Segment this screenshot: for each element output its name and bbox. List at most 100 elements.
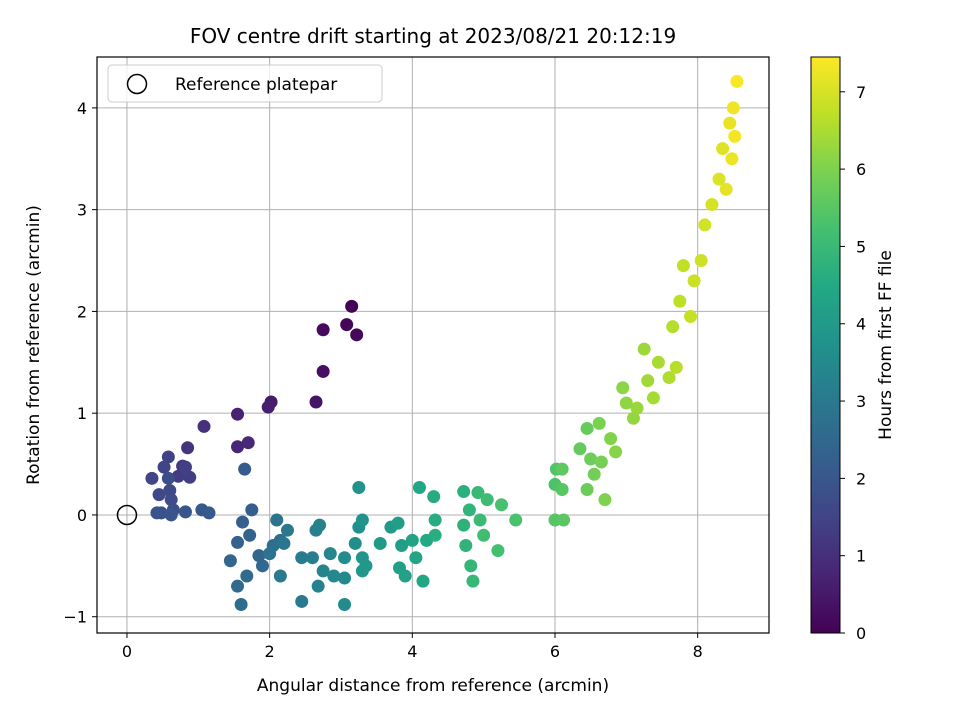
data-point	[197, 419, 211, 433]
data-point	[716, 142, 730, 156]
data-point	[646, 391, 660, 405]
data-point	[261, 400, 275, 414]
data-point	[592, 416, 606, 430]
y-tick-label: 0	[77, 506, 87, 525]
data-point	[231, 535, 245, 549]
data-point	[270, 513, 284, 527]
data-point	[345, 299, 359, 313]
data-point	[348, 536, 362, 550]
data-point	[311, 579, 325, 593]
colorbar: 0 1 2 3 4 5 6 7 Hours from first FF file	[810, 56, 896, 643]
y-tick-label: 3	[77, 201, 87, 220]
data-point	[352, 480, 366, 494]
data-point	[673, 294, 687, 308]
data-point	[355, 513, 369, 527]
data-point	[464, 559, 478, 573]
data-point	[234, 598, 248, 612]
data-point	[152, 488, 166, 502]
data-point	[557, 513, 571, 527]
data-point	[157, 460, 171, 474]
data-point	[616, 381, 630, 395]
x-axis-ticks: 0 2 4 6 8	[122, 633, 703, 661]
data-point	[145, 471, 159, 485]
data-point	[161, 450, 175, 464]
data-point	[555, 462, 569, 476]
data-point	[263, 547, 277, 561]
data-point	[231, 579, 245, 593]
data-point	[295, 594, 309, 608]
colorbar-tick-label: 1	[856, 547, 866, 566]
data-point	[256, 559, 270, 573]
data-point	[466, 574, 480, 588]
data-point	[240, 569, 254, 583]
data-point	[730, 74, 744, 88]
data-point	[280, 523, 294, 537]
data-point	[428, 513, 442, 527]
data-point	[428, 528, 442, 542]
data-point	[373, 536, 387, 550]
data-point	[723, 116, 737, 130]
data-point	[223, 554, 237, 568]
data-point	[684, 310, 698, 324]
data-point	[609, 445, 623, 459]
data-point	[626, 411, 640, 425]
legend-box	[107, 64, 383, 103]
colorbar-label: Hours from first FF file	[876, 250, 896, 440]
data-point	[473, 513, 487, 527]
data-point	[183, 470, 197, 484]
data-point	[477, 528, 491, 542]
data-point	[687, 274, 701, 288]
plot-frame	[96, 56, 770, 634]
data-point	[676, 259, 690, 273]
data-point	[316, 364, 330, 378]
data-point	[666, 320, 680, 334]
reference-platepar-marker	[116, 504, 138, 526]
data-point	[273, 569, 287, 583]
data-point	[598, 493, 612, 507]
data-point	[462, 503, 476, 517]
y-axis-ticks: −1 0 1 2 3 4	[63, 99, 97, 627]
colorbar-tick-label: 2	[856, 469, 866, 488]
colorbar-ticks: 0 1 2 3 4 5 6 7	[840, 83, 866, 643]
data-point	[164, 493, 178, 507]
x-tick-label: 8	[693, 642, 703, 661]
data-point	[712, 172, 726, 186]
data-point	[202, 506, 216, 520]
data-point	[340, 318, 354, 332]
data-point	[491, 544, 505, 558]
data-point	[245, 503, 259, 517]
data-point	[412, 480, 426, 494]
data-point	[338, 598, 352, 612]
data-point	[236, 515, 250, 529]
data-point	[698, 218, 712, 232]
data-point	[726, 101, 740, 115]
colorbar-gradient	[811, 57, 840, 633]
data-point	[161, 471, 175, 485]
data-point	[164, 508, 178, 522]
data-point	[231, 407, 245, 421]
data-point	[313, 518, 327, 532]
data-point	[316, 323, 330, 337]
data-point	[719, 182, 733, 196]
data-point	[480, 493, 494, 507]
colorbar-tick-label: 7	[856, 83, 866, 102]
data-point	[705, 198, 719, 212]
data-point	[555, 483, 569, 497]
y-tick-label: 1	[77, 404, 87, 423]
data-point	[416, 574, 430, 588]
data-point	[243, 528, 257, 542]
data-point	[359, 559, 373, 573]
data-point	[471, 486, 485, 500]
x-tick-label: 6	[550, 642, 560, 661]
data-point	[725, 152, 739, 166]
data-point	[338, 571, 352, 585]
data-point	[391, 516, 405, 530]
data-point	[604, 432, 618, 446]
data-point	[398, 569, 412, 583]
data-point	[587, 467, 601, 481]
data-point	[241, 436, 255, 450]
data-point	[231, 440, 245, 454]
colorbar-tick-label: 3	[856, 392, 866, 411]
data-point	[327, 569, 341, 583]
